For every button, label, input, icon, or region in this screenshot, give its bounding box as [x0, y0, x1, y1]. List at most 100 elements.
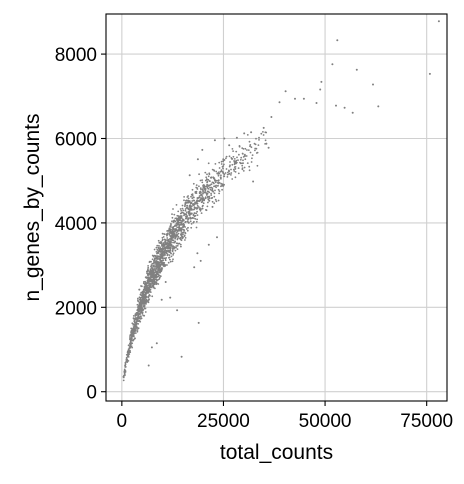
data-point	[161, 256, 164, 259]
data-point	[235, 136, 238, 139]
data-point	[143, 304, 145, 307]
data-point	[211, 181, 214, 184]
data-point	[214, 181, 217, 184]
data-point	[151, 295, 154, 298]
data-point	[174, 249, 177, 252]
data-point	[241, 164, 244, 167]
data-point	[135, 323, 138, 326]
data-point	[182, 224, 185, 226]
data-point	[218, 190, 221, 193]
data-point	[188, 174, 191, 177]
data-point	[167, 240, 170, 243]
data-point	[198, 208, 201, 211]
data-point	[206, 173, 208, 176]
data-point	[175, 232, 178, 234]
data-point	[214, 179, 216, 182]
data-point	[251, 157, 253, 160]
data-point	[174, 217, 177, 220]
data-point	[183, 225, 186, 228]
data-point	[203, 199, 205, 201]
data-point	[190, 217, 193, 220]
data-point	[207, 178, 210, 181]
data-point	[192, 217, 195, 220]
data-point	[134, 337, 136, 340]
data-point	[167, 242, 170, 245]
data-point	[242, 148, 245, 150]
data-point	[149, 268, 152, 270]
data-point	[181, 218, 184, 221]
data-point	[199, 209, 202, 212]
data-point	[148, 285, 151, 288]
data-point	[218, 167, 221, 169]
data-point	[144, 293, 147, 295]
data-point	[207, 201, 209, 204]
data-point	[184, 221, 187, 224]
data-point	[136, 330, 139, 333]
data-point	[183, 230, 186, 232]
data-point	[158, 266, 161, 269]
data-point	[195, 184, 198, 187]
data-point	[167, 261, 170, 264]
data-point	[196, 210, 199, 213]
data-point	[166, 253, 169, 256]
data-point	[248, 169, 251, 172]
data-point	[198, 195, 201, 197]
data-point	[125, 356, 128, 359]
data-point	[250, 131, 253, 134]
data-point	[174, 234, 177, 237]
data-point	[203, 191, 206, 194]
data-point	[187, 201, 190, 203]
data-point	[162, 254, 164, 257]
data-point	[127, 351, 130, 354]
data-point	[139, 316, 142, 318]
data-point	[233, 166, 236, 169]
data-point	[257, 144, 260, 147]
data-point	[131, 346, 134, 349]
data-point	[216, 172, 219, 175]
data-point	[148, 298, 150, 301]
data-point	[159, 257, 161, 260]
data-point	[155, 260, 158, 262]
data-point	[156, 261, 159, 264]
data-point	[162, 236, 165, 238]
data-point	[184, 209, 187, 212]
data-point	[265, 142, 268, 145]
data-point	[235, 161, 238, 164]
data-point	[160, 267, 163, 269]
data-point	[218, 192, 221, 195]
data-point	[204, 191, 207, 194]
data-point	[178, 216, 180, 219]
data-point	[148, 294, 151, 296]
data-point	[132, 339, 134, 342]
data-point	[217, 180, 220, 182]
data-point	[233, 170, 236, 172]
data-point	[207, 190, 210, 193]
data-point	[170, 252, 173, 255]
data-point	[202, 184, 205, 187]
data-point	[157, 283, 160, 285]
data-point	[188, 211, 191, 214]
data-point	[187, 197, 190, 200]
y-tick-label: 0	[86, 383, 97, 404]
data-point	[208, 173, 211, 176]
data-point	[162, 250, 165, 253]
data-point	[220, 177, 222, 180]
data-point	[202, 202, 205, 205]
data-point	[146, 279, 149, 282]
x-tick-label: 50000	[299, 411, 352, 432]
data-point	[184, 237, 187, 239]
data-point	[179, 208, 182, 210]
data-point	[172, 254, 175, 256]
data-point	[144, 311, 147, 313]
data-point	[171, 250, 174, 253]
data-point	[164, 259, 167, 262]
data-point	[137, 297, 139, 300]
data-point	[188, 213, 191, 215]
data-point	[145, 295, 148, 298]
data-point	[133, 318, 135, 320]
data-point	[138, 305, 141, 308]
data-point	[176, 244, 179, 247]
data-point	[169, 225, 172, 228]
